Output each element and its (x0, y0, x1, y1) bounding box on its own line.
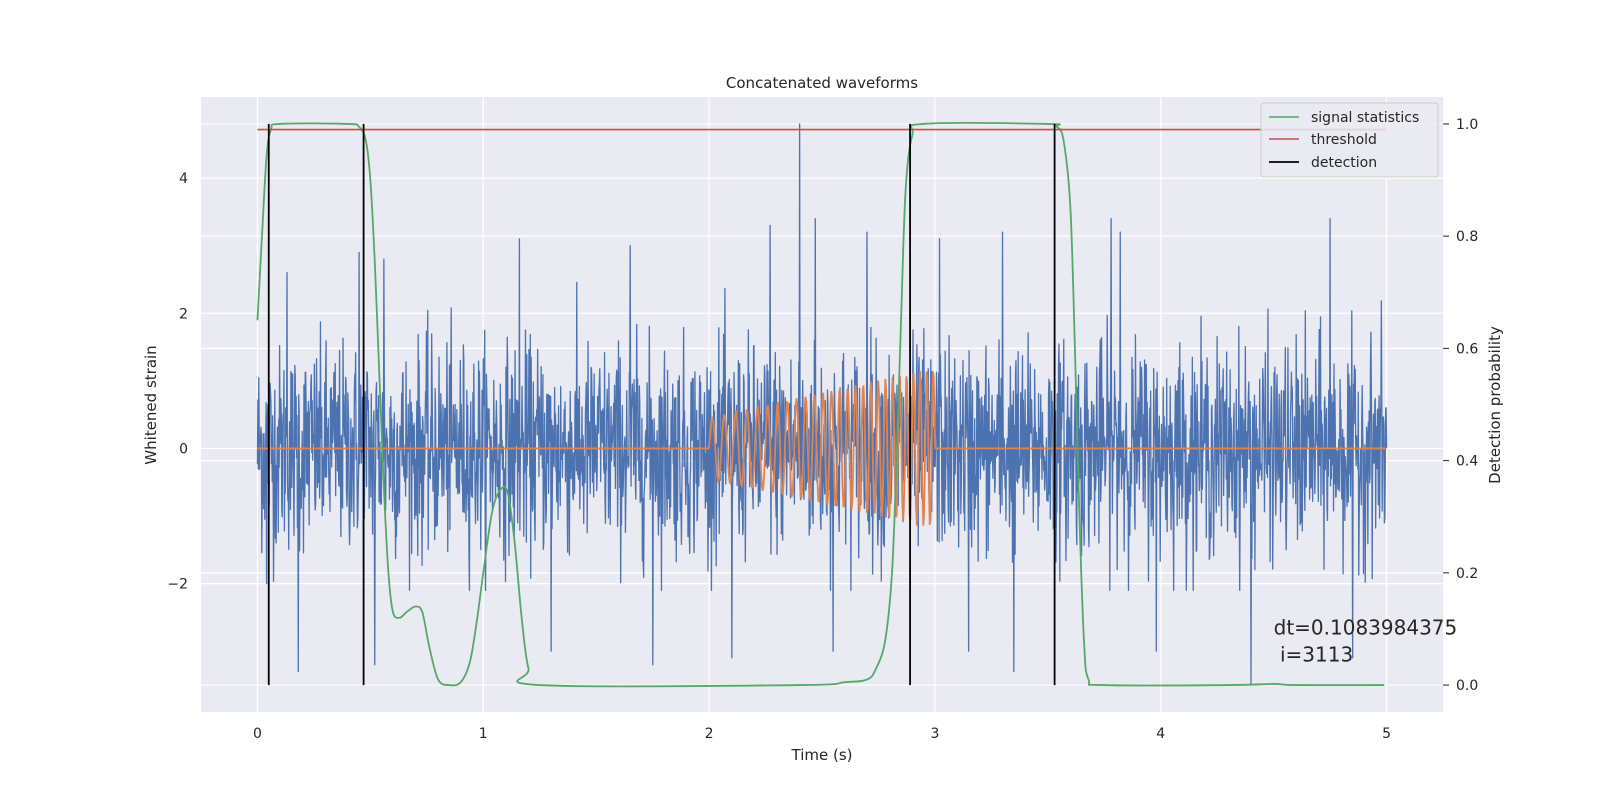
y-tick-label: 2 (179, 306, 188, 322)
probability-series (256, 122, 1385, 688)
y2-tick-label: 0.6 (1456, 341, 1478, 357)
y2-tick-label: 0.2 (1456, 566, 1478, 582)
annotation-index: i=3113 (1274, 642, 1354, 666)
y2-tick-label: 0.8 (1456, 229, 1478, 245)
chart-title: Concatenated waveforms (726, 74, 918, 92)
signal-statistics-line (256, 122, 1385, 688)
y-tick-labels: −2 0 2 4 (167, 171, 188, 592)
x-tick-label: 4 (1156, 726, 1165, 742)
annotation-dt: dt=0.1083984375 (1274, 615, 1458, 639)
y2-tick-labels: 0.0 0.2 0.4 0.6 0.8 1.0 (1443, 117, 1478, 694)
y-tick-label: 0 (179, 441, 188, 457)
annotation: dt=0.1083984375 i=3113 (1274, 615, 1458, 666)
detection-series (267, 123, 1056, 686)
legend-label-threshold: threshold (1311, 132, 1377, 148)
noise-line (256, 123, 1388, 686)
legend-label-signal: signal statistics (1311, 110, 1419, 126)
legend: signal statistics threshold detection (1260, 102, 1439, 178)
y2-tick-label: 0.4 (1456, 454, 1478, 470)
x-axis-label: Time (s) (791, 746, 853, 764)
x-tick-labels: 0 1 2 3 4 5 (253, 726, 1391, 742)
y2-axis-label: Detection probability (1486, 326, 1504, 484)
x-tick-label: 0 (253, 726, 262, 742)
legend-box (1260, 102, 1439, 178)
y2-tick-label: 1.0 (1456, 117, 1478, 133)
legend-label-detection: detection (1311, 155, 1377, 171)
x-tick-label: 2 (705, 726, 714, 742)
y-tick-label: 4 (179, 171, 188, 187)
y-tick-label: −2 (167, 577, 188, 593)
y2-tick-label: 0.0 (1456, 678, 1478, 694)
y-axis-label: Whitened strain (142, 345, 160, 464)
x-tick-label: 3 (930, 726, 939, 742)
chirp-series (257, 370, 1387, 526)
x-tick-label: 5 (1382, 726, 1391, 742)
x-tick-label: 1 (479, 726, 488, 742)
chirp-line (257, 370, 1387, 526)
noise-series (256, 123, 1388, 686)
